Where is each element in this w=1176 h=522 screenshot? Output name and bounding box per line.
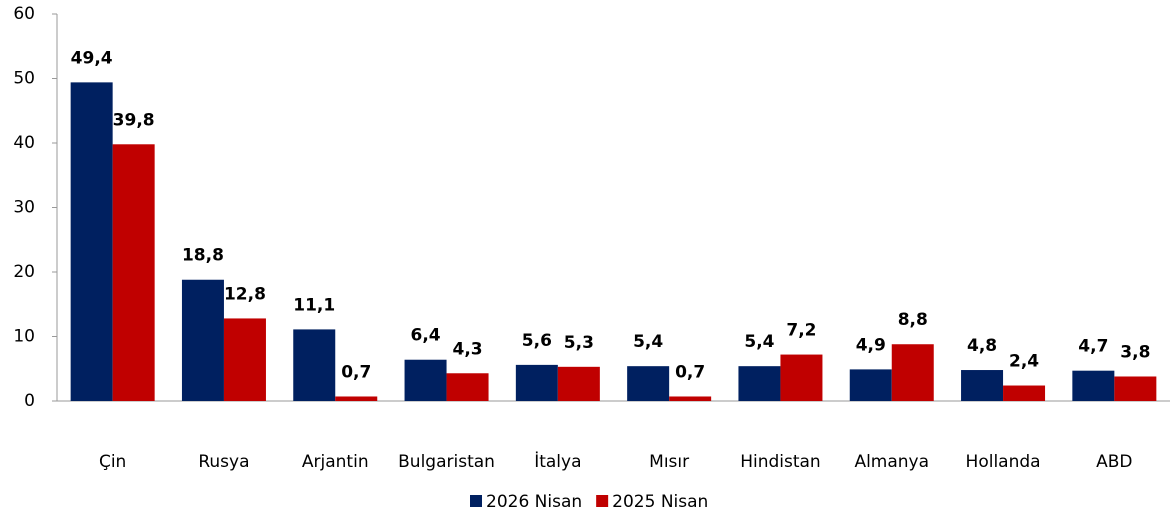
x-tick-label: Bulgaristan bbox=[398, 452, 495, 472]
value-label: 18,8 bbox=[182, 246, 224, 266]
x-tick-label: İtalya bbox=[534, 451, 581, 472]
value-label: 4,3 bbox=[452, 339, 482, 359]
bar bbox=[1114, 376, 1157, 401]
y-tick-label: 30 bbox=[13, 198, 35, 218]
value-label: 4,8 bbox=[967, 336, 997, 356]
y-tick-label: 0 bbox=[24, 391, 35, 411]
value-label: 7,2 bbox=[786, 321, 816, 341]
value-label: 39,8 bbox=[113, 110, 155, 130]
bar bbox=[112, 144, 155, 402]
bar bbox=[70, 82, 113, 402]
x-tick-label: Rusya bbox=[198, 452, 249, 472]
value-label: 5,6 bbox=[522, 331, 552, 351]
legend-label: 2025 Nisan bbox=[612, 492, 708, 512]
value-label: 3,8 bbox=[1120, 342, 1150, 362]
bar bbox=[961, 370, 1004, 401]
bar bbox=[404, 359, 447, 401]
legend-swatch bbox=[596, 495, 609, 507]
bar bbox=[849, 369, 892, 401]
x-tick-label: Almanya bbox=[854, 452, 929, 472]
y-tick-label: 60 bbox=[13, 4, 35, 24]
bar bbox=[335, 396, 378, 401]
x-tick-label: ABD bbox=[1096, 452, 1132, 472]
value-label: 5,4 bbox=[633, 332, 663, 352]
bar bbox=[223, 318, 266, 401]
value-label: 4,7 bbox=[1078, 337, 1108, 357]
y-tick-label: 20 bbox=[13, 262, 35, 282]
bar bbox=[1003, 385, 1046, 401]
bar bbox=[446, 373, 489, 401]
value-label: 11,1 bbox=[293, 295, 335, 315]
value-label: 6,4 bbox=[410, 326, 440, 346]
value-label: 5,4 bbox=[744, 332, 774, 352]
value-label: 4,9 bbox=[856, 335, 886, 355]
value-label: 2,4 bbox=[1009, 352, 1039, 372]
value-label: 0,7 bbox=[341, 362, 371, 382]
bar bbox=[669, 396, 712, 401]
bar bbox=[557, 366, 600, 401]
value-label: 8,8 bbox=[898, 310, 928, 330]
bar bbox=[293, 329, 336, 401]
x-tick-label: Hollanda bbox=[966, 452, 1041, 472]
bar bbox=[627, 366, 670, 401]
value-label: 0,7 bbox=[675, 362, 705, 382]
y-tick-label: 50 bbox=[13, 69, 35, 89]
x-tick-label: Hindistan bbox=[740, 452, 821, 472]
bar bbox=[891, 344, 934, 401]
x-tick-label: Mısır bbox=[649, 452, 689, 472]
bar bbox=[1072, 370, 1115, 401]
value-label: 12,8 bbox=[224, 284, 266, 304]
bar bbox=[515, 364, 558, 401]
bar bbox=[181, 279, 224, 401]
value-label: 5,3 bbox=[564, 333, 594, 353]
x-tick-label: Arjantin bbox=[302, 452, 369, 472]
legend-label: 2026 Nisan bbox=[486, 492, 582, 512]
value-label: 49,4 bbox=[71, 48, 113, 68]
bar bbox=[780, 354, 823, 401]
legend-swatch bbox=[470, 495, 482, 507]
x-tick-label: Çin bbox=[99, 452, 126, 472]
bar bbox=[738, 366, 781, 401]
y-tick-label: 40 bbox=[13, 133, 35, 153]
y-tick-label: 10 bbox=[13, 327, 35, 347]
